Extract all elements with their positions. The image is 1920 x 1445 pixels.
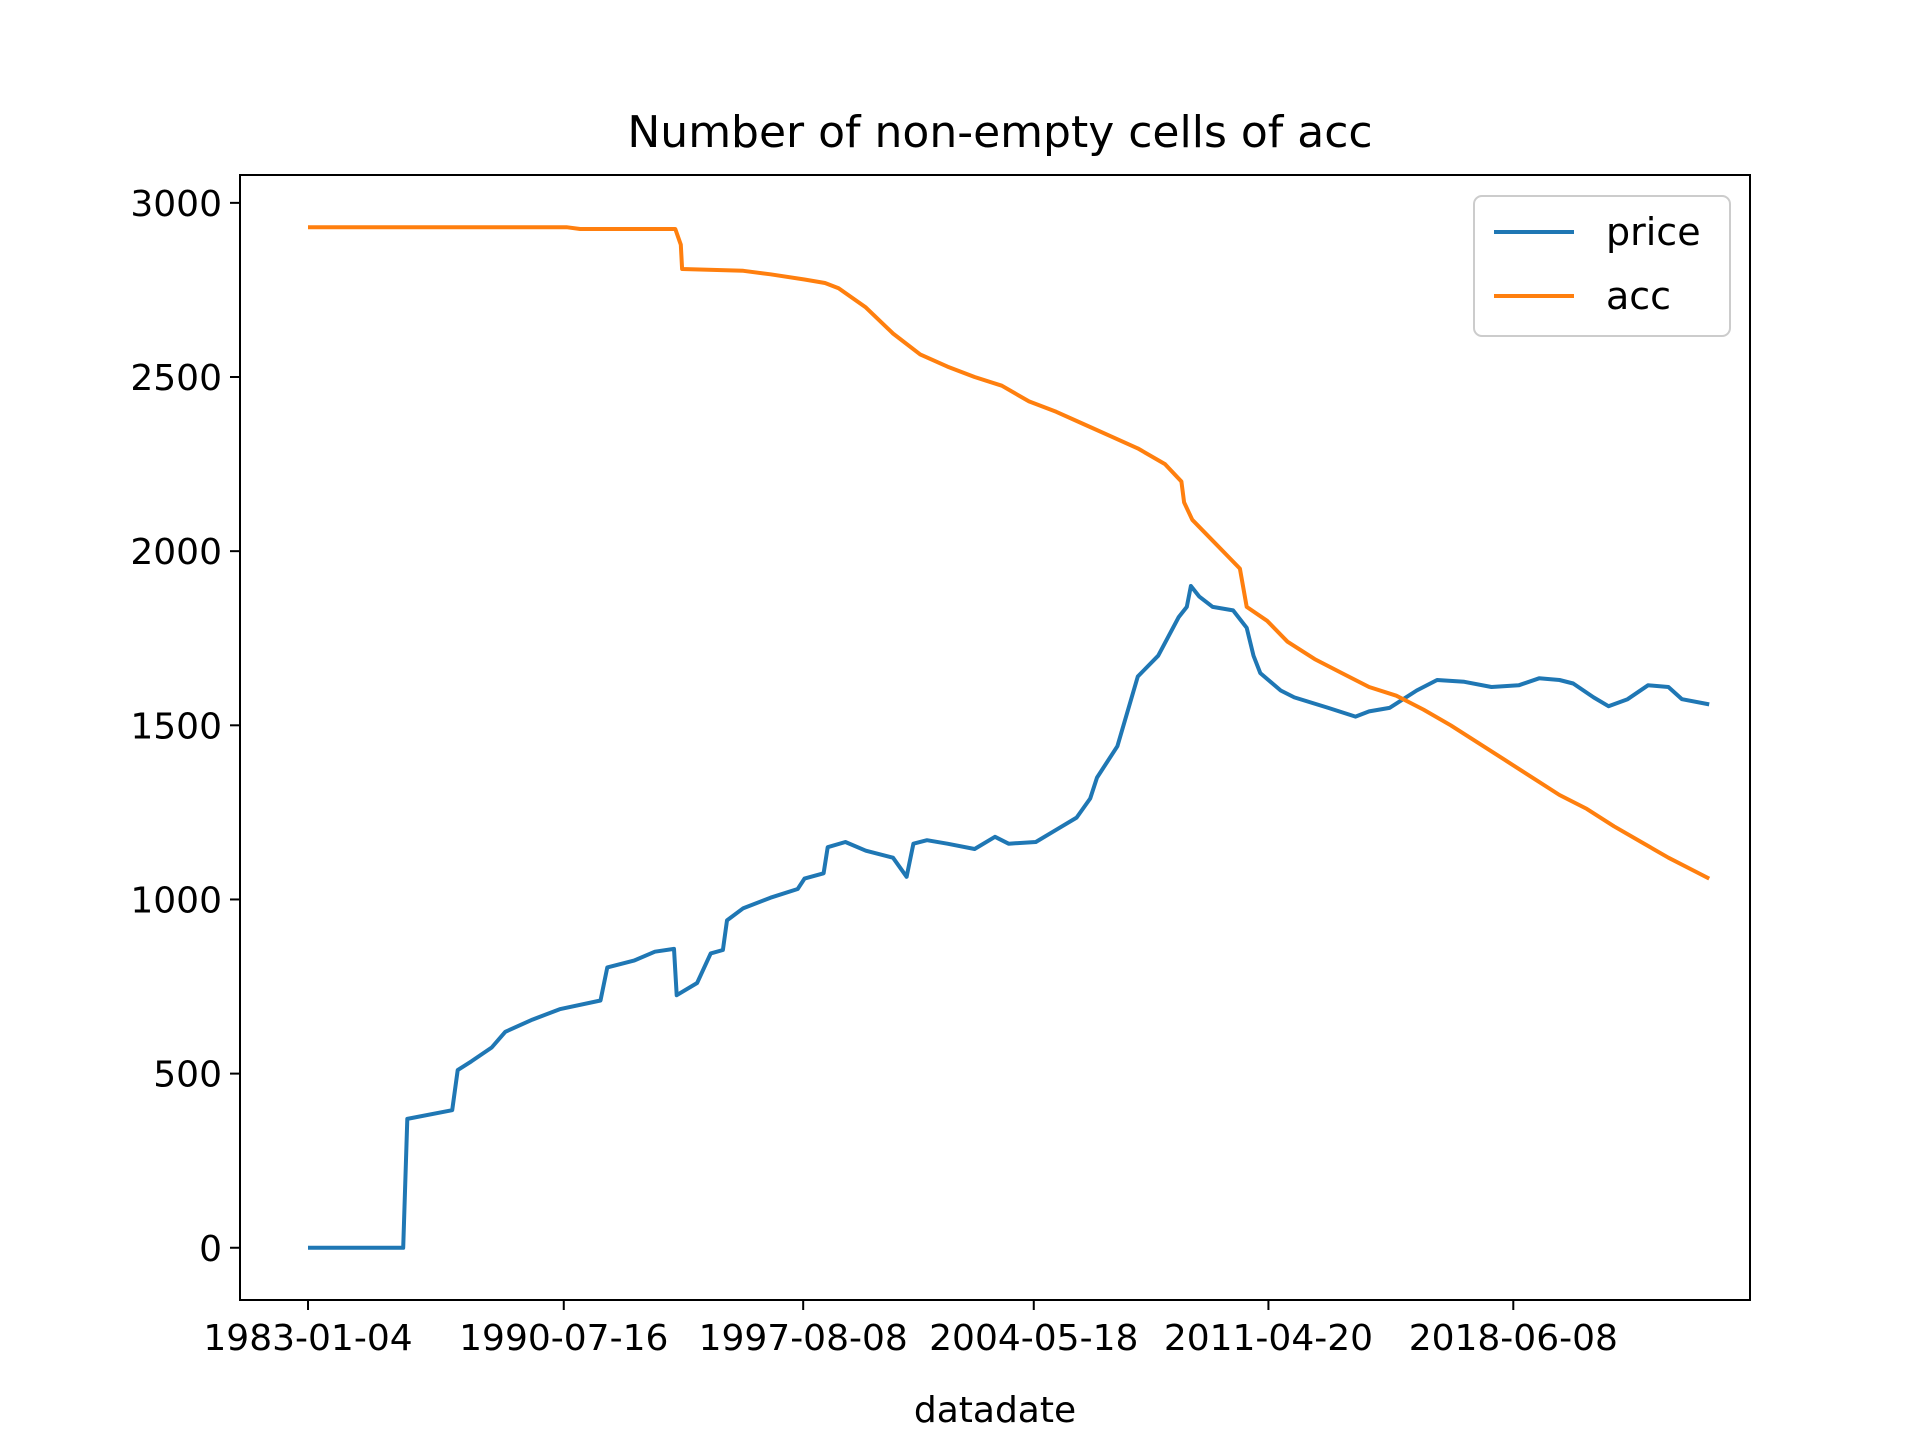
x-axis-label: datadate — [914, 1390, 1076, 1431]
legend: price acc — [1473, 195, 1731, 337]
y-tick-label: 3000 — [130, 184, 222, 225]
series-line-acc — [308, 225, 1711, 881]
x-tick-label: 1983-01-04 — [203, 1318, 412, 1359]
legend-label-price: price — [1606, 210, 1701, 254]
x-tick-label: 1997-08-08 — [699, 1318, 908, 1359]
y-tick-label: 0 — [199, 1229, 222, 1270]
x-tick-label: 2011-04-20 — [1164, 1318, 1373, 1359]
legend-label-acc: acc — [1606, 274, 1671, 318]
chart-title: Number of non-empty cells of acc — [627, 107, 1372, 158]
series-layer — [308, 225, 1711, 1250]
x-tick-label: 2004-05-18 — [929, 1318, 1138, 1359]
y-tick-label: 1000 — [130, 880, 222, 921]
y-tick-label: 2500 — [130, 358, 222, 399]
plot-frame — [239, 174, 1751, 1301]
y-tick-label: 2000 — [130, 532, 222, 573]
x-tick-label: 2018-06-08 — [1409, 1318, 1618, 1359]
y-tick-label: 500 — [153, 1055, 222, 1096]
y-axis: 0 500 1000 1500 2000 2500 3000 — [130, 184, 240, 1270]
x-tick-label: 1990-07-16 — [459, 1318, 668, 1359]
x-axis: 1983-01-04 1990-07-16 1997-08-08 2004-05-18… — [203, 1300, 1618, 1359]
series-line-price — [308, 584, 1710, 1250]
y-tick-label: 1500 — [130, 706, 222, 747]
legend-items: price acc — [1494, 210, 1701, 318]
